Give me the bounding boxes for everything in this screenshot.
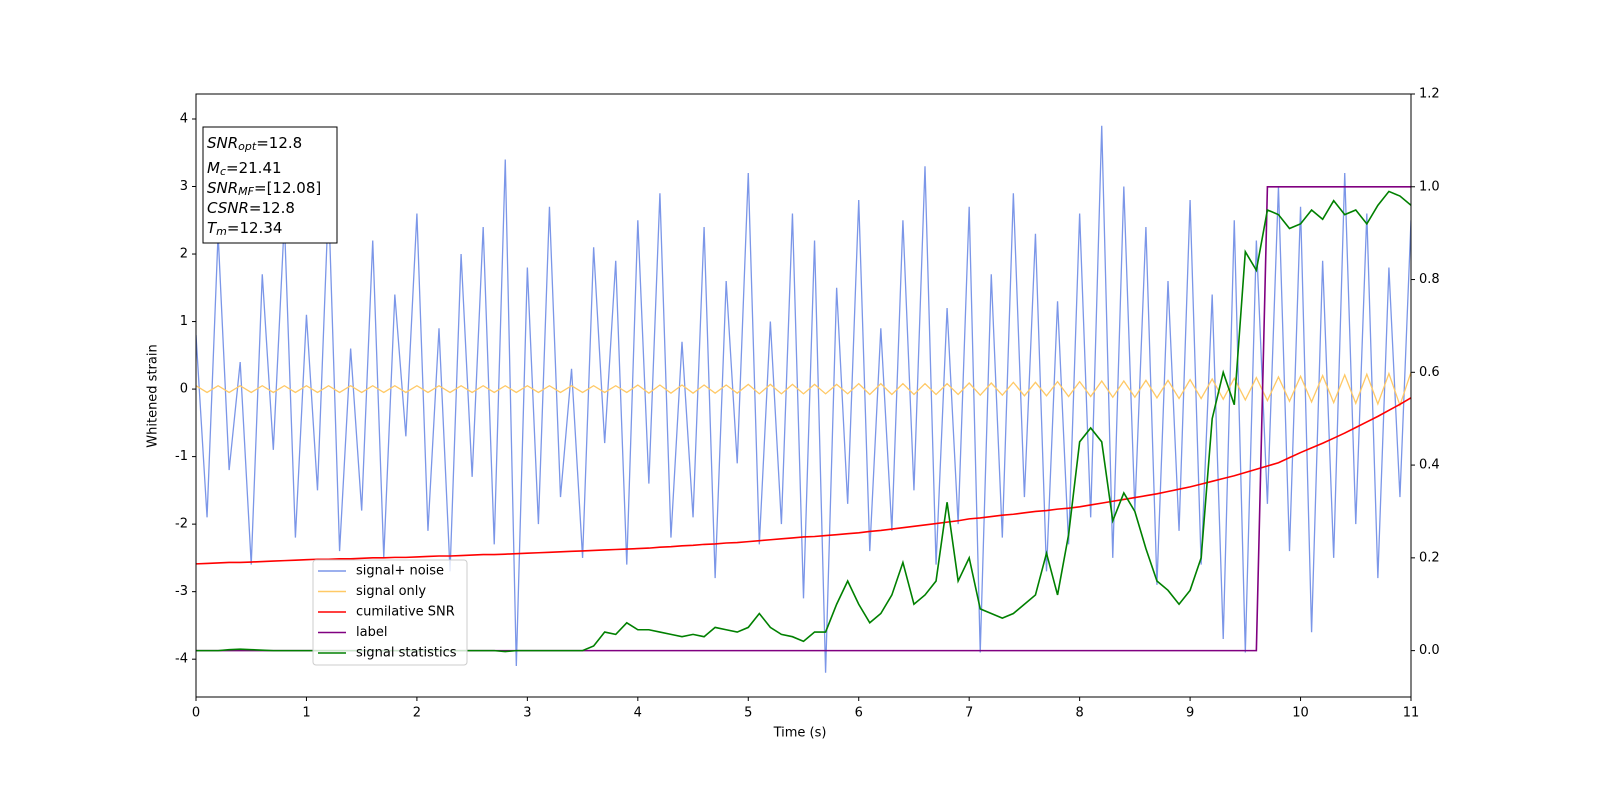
annotation: SNRopt=12.8Mc=21.41SNRMF=[12.08]CSNR=12.… xyxy=(202,126,338,244)
legend: signal+ noise signal only cumilative SNR la… xyxy=(312,559,468,666)
x-tick-label: 1 xyxy=(302,706,310,721)
y2-tick-label: 0.6 xyxy=(1419,365,1440,380)
annotation-line: CSNR=12.8 xyxy=(207,199,295,217)
x-tick-label: 10 xyxy=(1292,706,1309,721)
annotation-text: =12.8 xyxy=(256,134,302,152)
annotation-text: =[12.08] xyxy=(254,179,321,197)
y-tick-label: -4 xyxy=(175,652,188,667)
series-line xyxy=(196,371,1411,408)
x-tick-label: 7 xyxy=(965,706,973,721)
legend-label: signal only xyxy=(356,584,426,599)
legend-label: cumilative SNR xyxy=(356,605,455,620)
annotation-line: Tm=12.34 xyxy=(207,219,282,239)
x-tick-label: 9 xyxy=(1186,706,1194,721)
x-tick-label: 0 xyxy=(192,706,200,721)
annotation-line: SNRopt=12.8 xyxy=(207,134,302,154)
annotation-text: =21.41 xyxy=(226,159,282,177)
x-axis-label: Time (s) xyxy=(773,726,827,741)
y2-tick-label: 1.0 xyxy=(1419,179,1440,194)
annotation-text: =12.34 xyxy=(227,219,283,237)
legend-label: signal+ noise xyxy=(356,564,444,579)
annotation-box xyxy=(202,126,338,244)
y2-tick-label: 1.2 xyxy=(1419,87,1440,102)
y2-tick-label: 0.2 xyxy=(1419,550,1440,565)
annotation-line: SNRMF=[12.08] xyxy=(207,179,321,199)
y-tick-label: 3 xyxy=(180,179,188,194)
annotation-subscript: c xyxy=(220,165,226,178)
x-tick-label: 11 xyxy=(1403,706,1420,721)
y2-tick-label: 0.4 xyxy=(1419,458,1440,473)
annotation-symbol: SNR xyxy=(207,179,238,197)
y-tick-label: 2 xyxy=(180,247,188,262)
legend-label: signal statistics xyxy=(356,646,457,661)
y2-tick-label: 0.0 xyxy=(1419,643,1440,658)
annotation-subscript: MF xyxy=(238,185,254,198)
annotation-text: =12.8 xyxy=(249,199,295,217)
annotation-subscript: m xyxy=(216,225,227,238)
x-tick-label: 4 xyxy=(634,706,642,721)
x-tick-label: 6 xyxy=(855,706,863,721)
x-tick-label: 2 xyxy=(413,706,421,721)
y-tick-label: 4 xyxy=(180,111,188,126)
y-tick-label: -3 xyxy=(175,584,188,599)
annotation-symbol: M xyxy=(207,159,220,177)
y-tick-label: 0 xyxy=(180,382,188,397)
x-tick-label: 5 xyxy=(744,706,752,721)
plot-frame xyxy=(195,93,1412,698)
annotation-symbol: SNR xyxy=(207,134,238,152)
y2-tick-label: 0.8 xyxy=(1419,272,1440,287)
y-tick-label: -2 xyxy=(175,517,188,532)
series-line xyxy=(196,397,1411,565)
annotation-symbol: T xyxy=(207,219,218,237)
y-tick-label: -1 xyxy=(175,449,188,464)
x-tick-label: 8 xyxy=(1075,706,1083,721)
y-axis-label: Whitened strain xyxy=(146,344,161,447)
legend-label: label xyxy=(356,625,387,640)
annotation-line: Mc=21.41 xyxy=(207,159,282,179)
legend-box xyxy=(312,559,468,666)
annotation-symbol: CSNR xyxy=(207,199,249,217)
y-tick-label: 1 xyxy=(180,314,188,329)
annotation-subscript: opt xyxy=(238,140,257,153)
x-tick-label: 3 xyxy=(523,706,531,721)
